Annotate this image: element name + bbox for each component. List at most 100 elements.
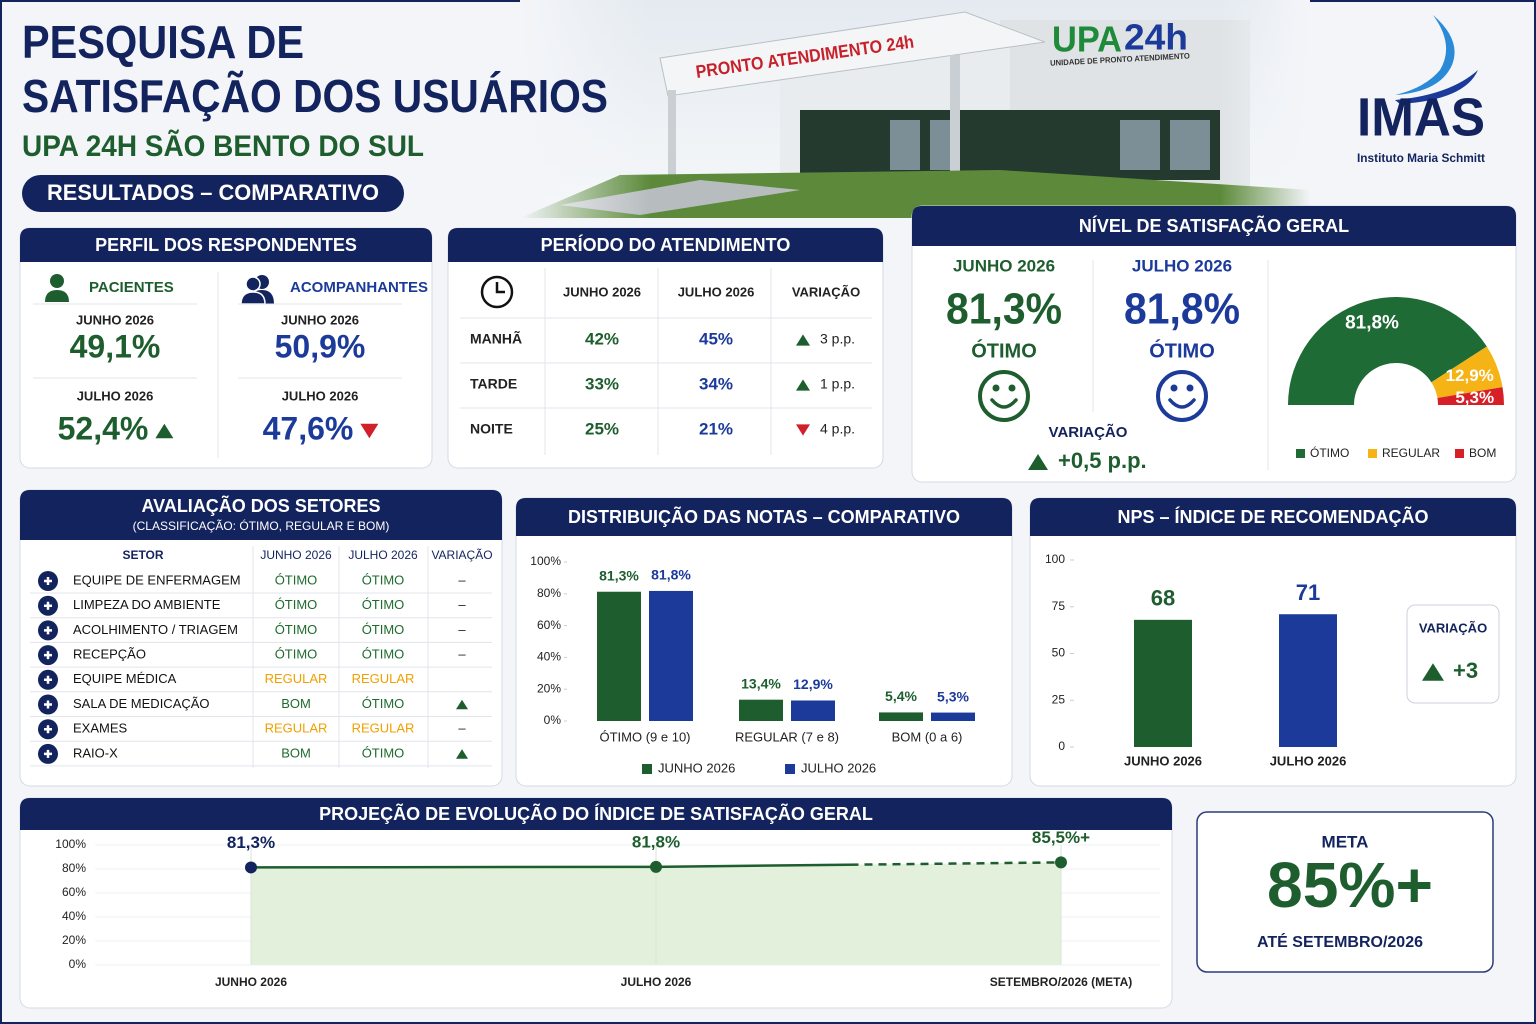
panel-title: PERÍODO DO ATENDIMENTO xyxy=(541,234,791,255)
bar xyxy=(739,699,783,721)
y-tick-label: 25 xyxy=(1052,692,1066,706)
panel-header xyxy=(1030,498,1516,536)
point xyxy=(650,860,662,873)
trend-arrow xyxy=(796,379,810,391)
panel-subtitle: (CLASSIFICAÇÃO: ÓTIMO, REGULAR E BOM) xyxy=(133,518,390,533)
profile-value: 47,6% xyxy=(263,410,354,446)
cell-value: 42% xyxy=(585,329,619,348)
y-tick-label: 100% xyxy=(55,837,86,851)
panel-header xyxy=(20,490,502,540)
panel-header xyxy=(912,206,1516,246)
bar xyxy=(879,712,923,721)
trend-arrow xyxy=(456,749,468,759)
sector-rating: REGULAR xyxy=(352,671,415,686)
sector-variation: – xyxy=(458,647,466,662)
cell-variation: 1 p.p. xyxy=(820,376,855,392)
sector-rating: ÓTIMO xyxy=(362,696,405,711)
sector-rating: ÓTIMO xyxy=(362,572,405,587)
clock-icon xyxy=(495,282,505,294)
y-tick-label: 40% xyxy=(62,909,86,923)
sector-rating: REGULAR xyxy=(265,671,328,686)
period-label: JUNHO 2026 xyxy=(76,312,154,327)
profile-value: 50,9% xyxy=(275,328,366,364)
trend-arrow xyxy=(796,424,810,436)
x-tick-label: REGULAR (7 e 8) xyxy=(735,729,839,744)
badge-text: RESULTADOS – COMPARATIVO xyxy=(47,180,379,205)
y-tick-label: 60% xyxy=(62,885,86,899)
brand-name: IMAS xyxy=(1357,87,1485,147)
y-tick-label: 20% xyxy=(537,681,561,695)
panel-header xyxy=(20,798,1172,830)
smiley xyxy=(1186,384,1194,392)
trend-arrow xyxy=(155,423,174,439)
sector-variation: – xyxy=(458,572,466,587)
variation-value: +0,5 p.p. xyxy=(1058,448,1147,473)
column-header: JULHO 2026 xyxy=(348,548,418,562)
sector-icon xyxy=(44,577,52,585)
sector-icon xyxy=(44,725,52,734)
period-label: JULHO 2026 xyxy=(1132,256,1232,275)
legend-swatch xyxy=(1368,449,1377,458)
sector-variation: – xyxy=(458,597,466,612)
sector-name: EQUIPE DE ENFERMAGEM xyxy=(73,572,241,587)
bar-label: 12,9% xyxy=(793,676,833,692)
panel-title: PROJEÇÃO DE EVOLUÇÃO DO ÍNDICE DE SATISF… xyxy=(319,803,873,824)
y-tick-label: 100 xyxy=(1045,552,1065,566)
y-tick-label: 80% xyxy=(537,586,561,600)
brand-tagline: Instituto Maria Schmitt xyxy=(1357,151,1485,165)
trend-arrow xyxy=(1028,454,1048,470)
point xyxy=(1055,856,1067,869)
badge xyxy=(22,175,404,212)
y-tick-label: 40% xyxy=(537,650,561,664)
gauge-label: 81,8% xyxy=(1345,312,1399,333)
cell-value: 21% xyxy=(699,419,733,438)
smiley xyxy=(1170,384,1178,392)
smiley xyxy=(1168,398,1196,409)
cell-value: 45% xyxy=(699,329,733,348)
title: PESQUISA DE xyxy=(22,16,304,68)
person-icon xyxy=(45,290,69,302)
column-header: VARIAÇÃO xyxy=(792,284,860,299)
panel-header xyxy=(20,228,432,262)
profile-value: 49,1% xyxy=(70,328,161,364)
sector-icon xyxy=(44,651,52,660)
legend-swatch xyxy=(642,764,652,774)
period-label: JUNHO 2026 xyxy=(953,256,1055,275)
brand-swoosh xyxy=(1395,15,1478,104)
column-header: VARIAÇÃO xyxy=(431,548,492,562)
bar xyxy=(649,590,693,721)
sector-icon xyxy=(44,626,52,635)
x-tick-label: JULHO 2026 xyxy=(621,975,692,989)
sector-icon xyxy=(44,749,52,758)
cell-variation: 4 p.p. xyxy=(820,421,855,437)
variation-value: +3 xyxy=(1453,658,1478,683)
panel-title: DISTRIBUIÇÃO DAS NOTAS – COMPARATIVO xyxy=(568,506,960,527)
legend-label: BOM xyxy=(1469,446,1496,460)
x-tick-label: ÓTIMO (9 e 10) xyxy=(599,729,690,744)
bar xyxy=(597,591,641,721)
profile-value: 52,4% xyxy=(58,410,149,446)
meta-deadline: ATÉ SETEMBRO/2026 xyxy=(1257,932,1423,951)
bar-label: 5,4% xyxy=(885,688,917,704)
sector-rating: BOM xyxy=(281,696,311,711)
period-label: JULHO 2026 xyxy=(282,388,359,403)
gauge-label: 12,9% xyxy=(1446,366,1494,385)
upa-logo: 24h xyxy=(1124,17,1188,58)
person-icon xyxy=(240,291,266,305)
meta-value: 85%+ xyxy=(1267,849,1433,921)
cell-value: 34% xyxy=(699,374,733,393)
sector-rating: ÓTIMO xyxy=(362,745,405,760)
sector-name: EQUIPE MÉDICA xyxy=(73,671,177,686)
sector-variation: – xyxy=(458,721,466,736)
sector-icon xyxy=(44,700,52,709)
upa-logo: UPA xyxy=(1052,19,1122,60)
gauge-segment xyxy=(1437,387,1504,405)
row-label: NOITE xyxy=(470,421,513,437)
building-photo xyxy=(520,0,1310,218)
panel-title: AVALIAÇÃO DOS SETORES xyxy=(141,495,380,516)
y-tick-label: 0% xyxy=(544,713,562,727)
sector-rating: ÓTIMO xyxy=(275,622,318,637)
subtitle: UPA 24H SÃO BENTO DO SUL xyxy=(22,129,424,163)
legend-label: JUNHO 2026 xyxy=(658,760,735,775)
